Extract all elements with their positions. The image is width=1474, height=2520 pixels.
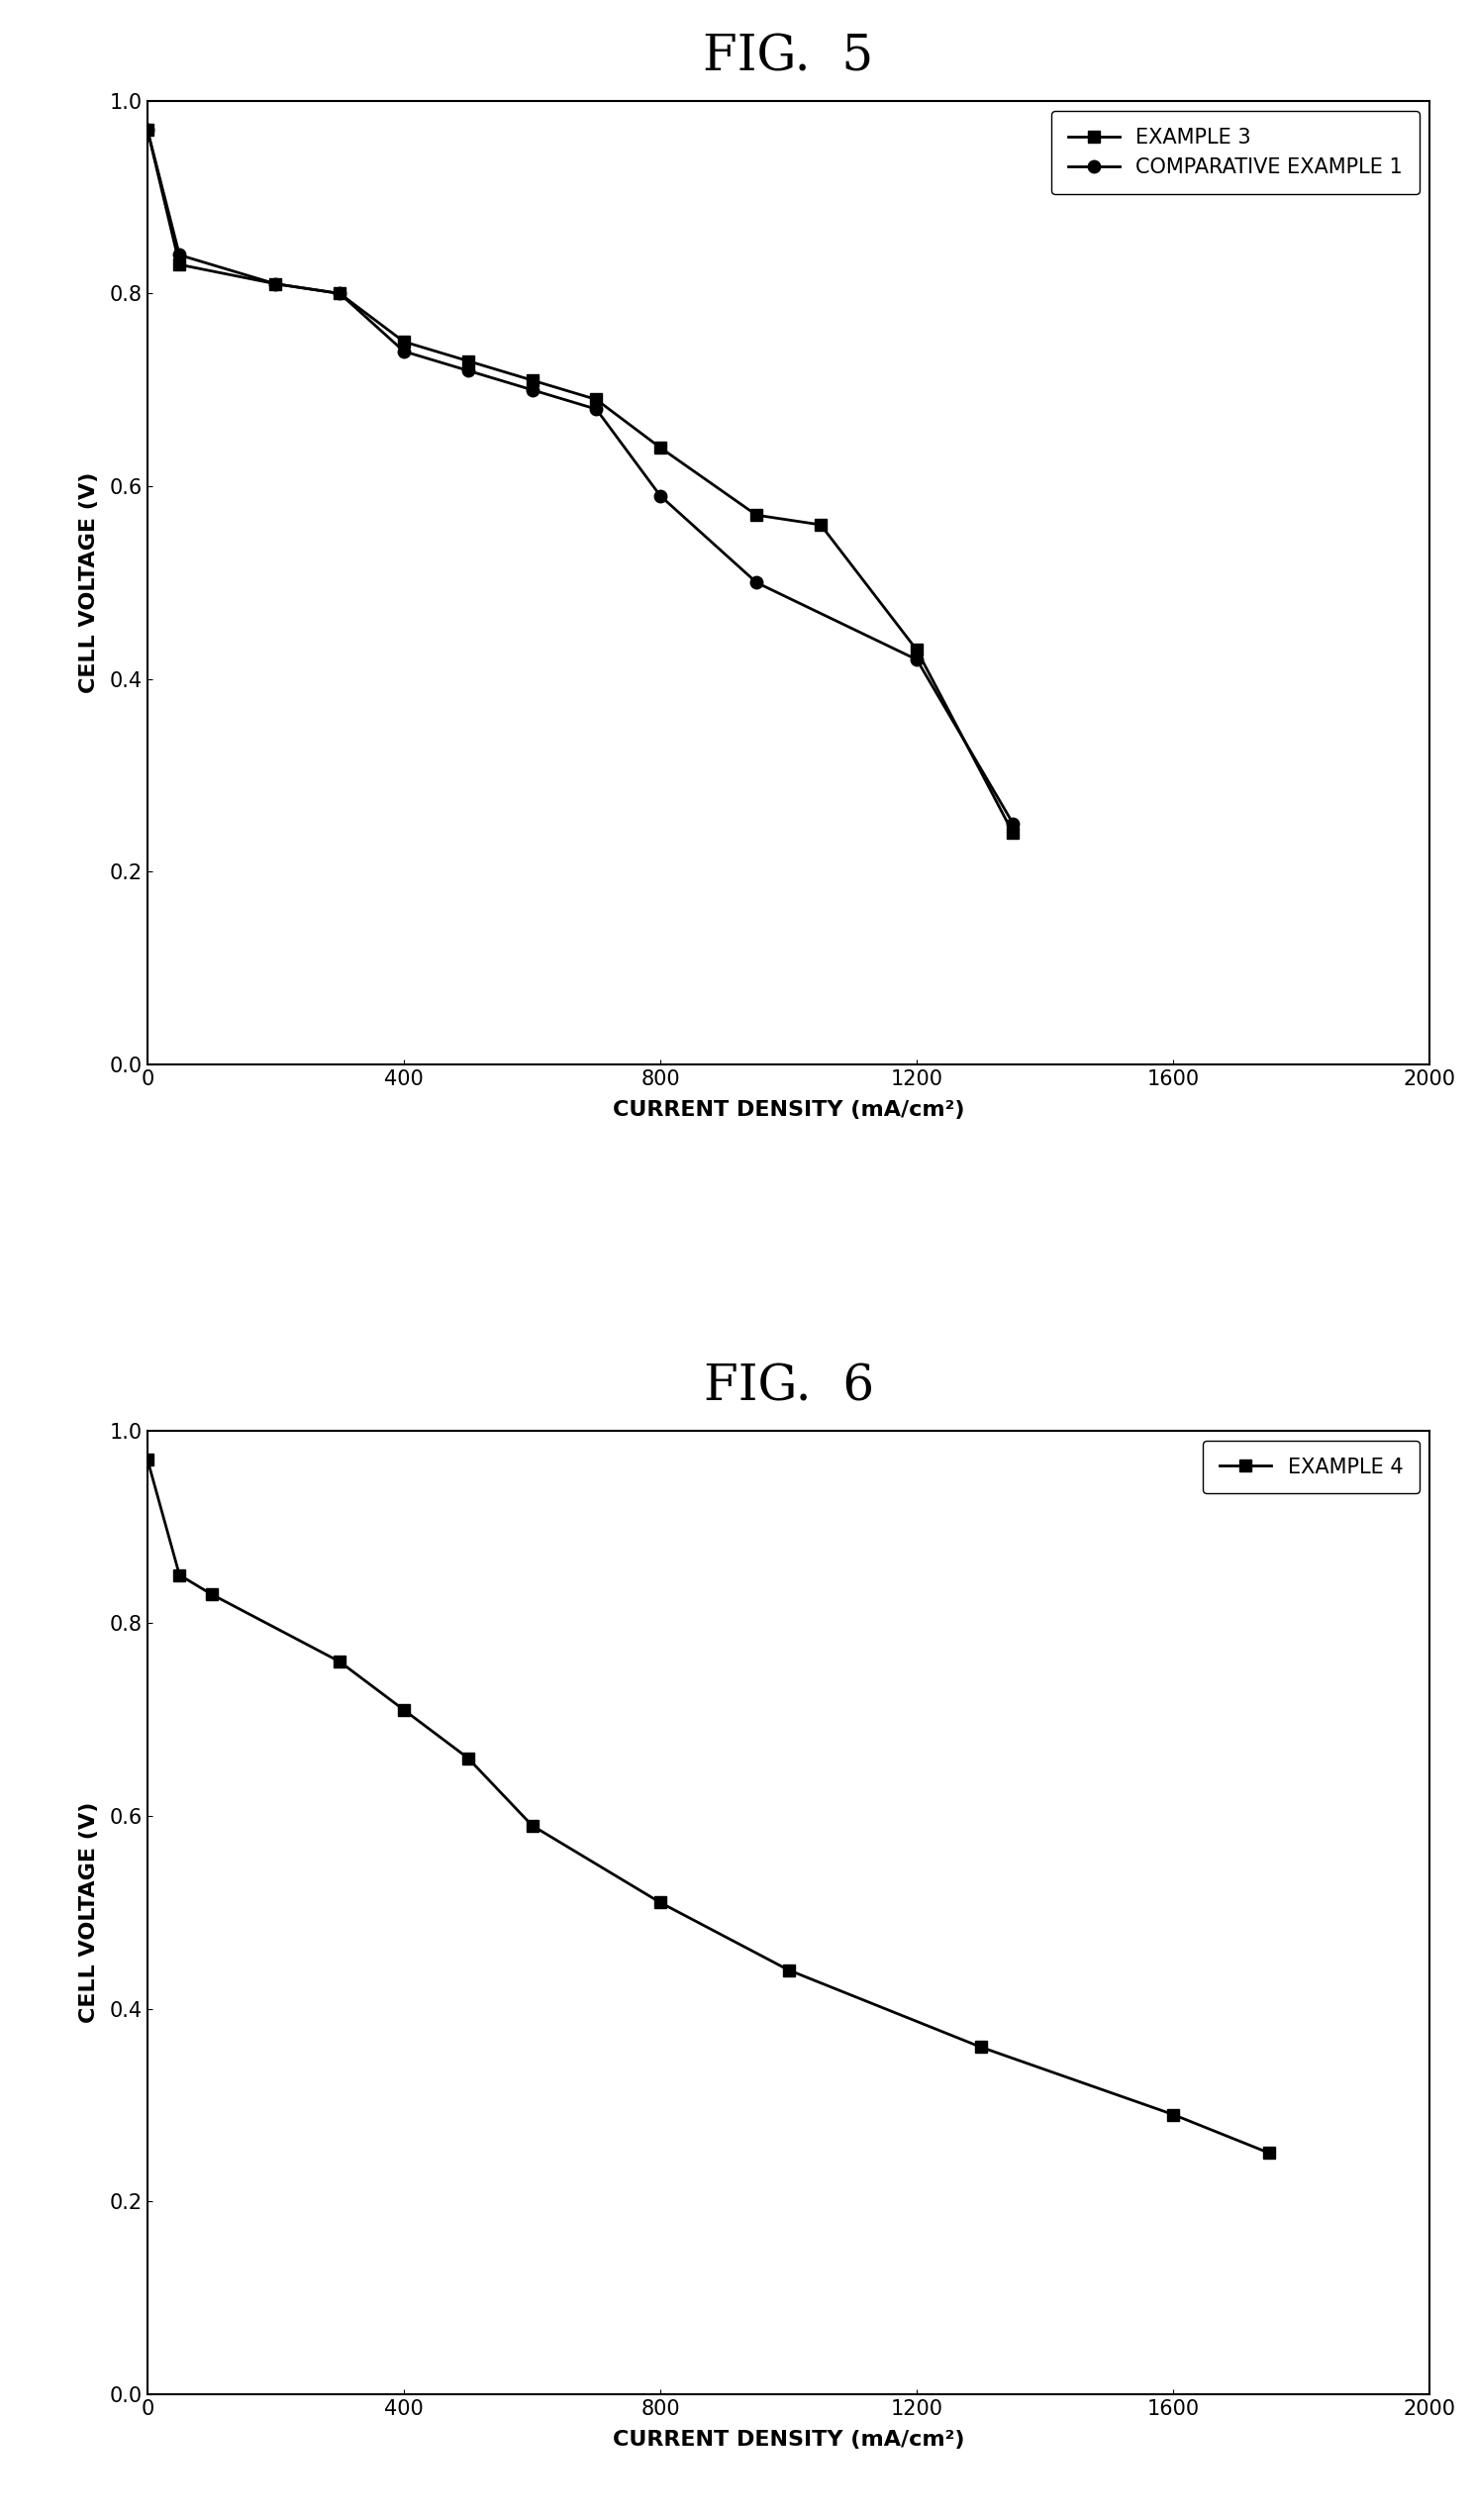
Line: COMPARATIVE EXAMPLE 1: COMPARATIVE EXAMPLE 1 [142, 123, 1019, 829]
EXAMPLE 3 [267, 270, 284, 300]
COMPARATIVE EXAMPLE 1 [747, 567, 765, 597]
EXAMPLE 3 [395, 328, 413, 358]
EXAMPLE 3 [171, 249, 189, 280]
EXAMPLE 3 [1004, 819, 1021, 849]
Legend: EXAMPLE 4: EXAMPLE 4 [1203, 1441, 1419, 1494]
COMPARATIVE EXAMPLE 1 [330, 277, 349, 307]
EXAMPLE 3 [330, 277, 349, 307]
EXAMPLE 3 [458, 345, 476, 375]
EXAMPLE 3 [139, 113, 156, 144]
EXAMPLE 4 [202, 1580, 221, 1610]
Y-axis label: CELL VOLTAGE (V): CELL VOLTAGE (V) [80, 1802, 99, 2024]
Title: FIG.  5: FIG. 5 [703, 33, 874, 81]
EXAMPLE 4 [139, 1444, 156, 1474]
X-axis label: CURRENT DENSITY (mA/cm²): CURRENT DENSITY (mA/cm²) [613, 2429, 964, 2449]
COMPARATIVE EXAMPLE 1 [652, 481, 669, 512]
EXAMPLE 3 [652, 433, 669, 464]
EXAMPLE 3 [523, 365, 541, 396]
Line: EXAMPLE 3: EXAMPLE 3 [142, 123, 1019, 839]
COMPARATIVE EXAMPLE 1 [139, 113, 156, 144]
EXAMPLE 3 [812, 509, 830, 539]
COMPARATIVE EXAMPLE 1 [267, 270, 284, 300]
X-axis label: CURRENT DENSITY (mA/cm²): CURRENT DENSITY (mA/cm²) [613, 1099, 964, 1119]
EXAMPLE 4 [395, 1696, 413, 1726]
EXAMPLE 3 [908, 635, 926, 665]
COMPARATIVE EXAMPLE 1 [523, 375, 541, 406]
COMPARATIVE EXAMPLE 1 [1004, 809, 1021, 839]
Legend: EXAMPLE 3, COMPARATIVE EXAMPLE 1: EXAMPLE 3, COMPARATIVE EXAMPLE 1 [1051, 111, 1419, 194]
EXAMPLE 4 [171, 1560, 189, 1590]
EXAMPLE 4 [973, 2031, 991, 2061]
EXAMPLE 4 [780, 1956, 797, 1986]
COMPARATIVE EXAMPLE 1 [395, 335, 413, 365]
Y-axis label: CELL VOLTAGE (V): CELL VOLTAGE (V) [80, 471, 99, 693]
EXAMPLE 4 [652, 1887, 669, 1918]
EXAMPLE 4 [1260, 2137, 1278, 2167]
EXAMPLE 4 [458, 1744, 476, 1774]
COMPARATIVE EXAMPLE 1 [908, 645, 926, 675]
EXAMPLE 4 [330, 1646, 349, 1676]
EXAMPLE 4 [1164, 2099, 1182, 2129]
COMPARATIVE EXAMPLE 1 [458, 355, 476, 386]
COMPARATIVE EXAMPLE 1 [587, 393, 604, 423]
EXAMPLE 4 [523, 1809, 541, 1840]
Title: FIG.  6: FIG. 6 [703, 1363, 874, 1411]
EXAMPLE 3 [587, 386, 604, 416]
EXAMPLE 3 [747, 499, 765, 529]
Line: EXAMPLE 4: EXAMPLE 4 [142, 1454, 1275, 2160]
COMPARATIVE EXAMPLE 1 [171, 239, 189, 270]
